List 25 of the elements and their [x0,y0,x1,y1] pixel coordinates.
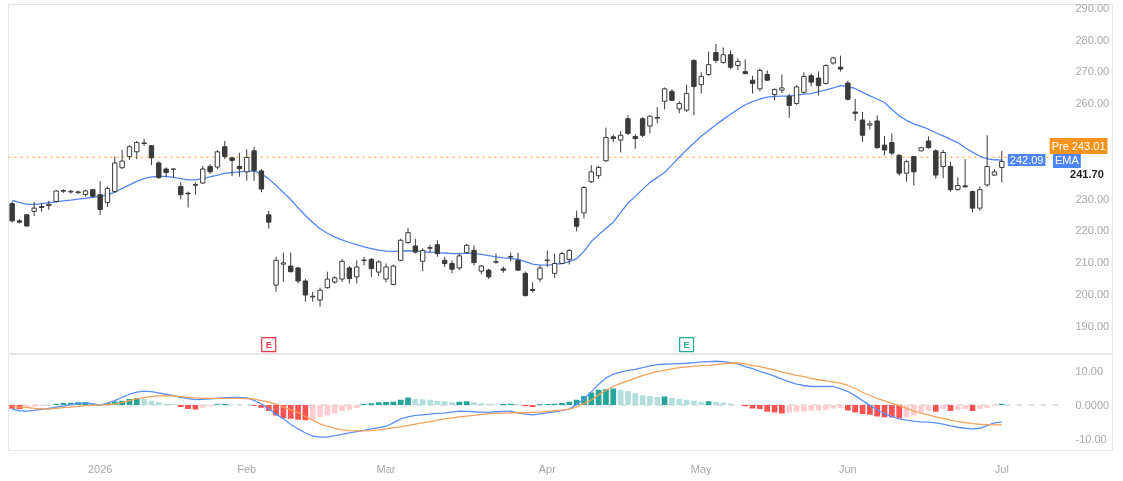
x-tick-label: Mar [376,462,396,475]
data-label: 242.09 [1009,154,1044,167]
x-tick-label: 2026 [87,462,113,475]
data-label: E [265,339,272,350]
y-tick-label: 210.00 [1075,256,1110,269]
ref-line-label: Pre 243.01 [1051,140,1106,153]
y-tick-label: 220.00 [1075,224,1110,237]
x-tick-label: Jul [994,462,1009,475]
x-tick-label: Apr [538,462,557,475]
x-tick-label: Jun [838,462,857,475]
legend-label: EMA [1055,154,1080,167]
y-tick-label: 0.0000 [1075,399,1110,412]
y-tick-label: -10.00 [1075,432,1107,445]
x-tick-label: May [690,462,713,475]
y-tick-label: 270.00 [1075,65,1110,78]
data-label: E [683,339,690,350]
y-tick-label: 280.00 [1075,33,1110,46]
y-tick-label: 290.00 [1075,1,1110,14]
y-tick-label: 200.00 [1075,288,1110,301]
y-tick-label: 260.00 [1075,97,1110,110]
y-tick-label: 10.00 [1075,365,1104,378]
y-tick-label: 190.00 [1075,319,1110,332]
text: 241.70 [1070,168,1104,181]
y-tick-label: 230.00 [1075,192,1110,205]
x-tick-label: Feb [237,462,257,475]
